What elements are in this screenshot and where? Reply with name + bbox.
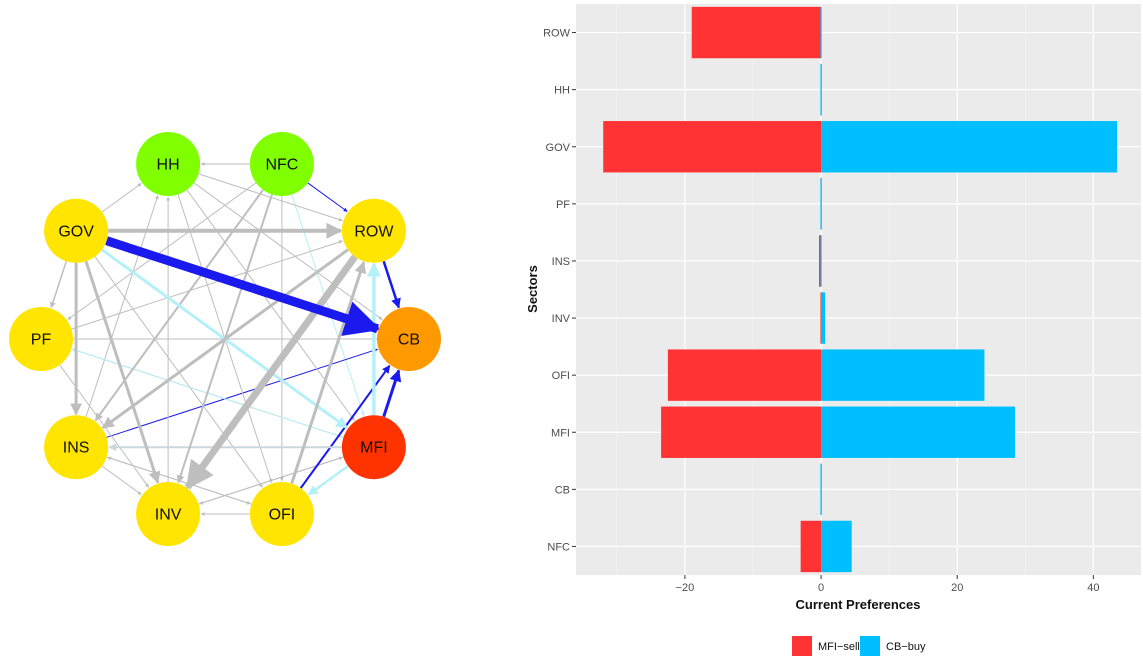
node-ins: INS <box>44 415 109 480</box>
node-label: OFI <box>269 507 296 524</box>
bar-cb-buy-hh <box>820 63 822 116</box>
bar-cb-buy-pf <box>820 178 822 230</box>
x-axis-ticks: −20 0 20 40 <box>676 575 1099 594</box>
legend-item: MFI−sell <box>792 636 860 656</box>
node-nfc: NFC <box>249 132 314 196</box>
node-circle <box>9 307 73 371</box>
y-tick-label: CB <box>555 484 570 496</box>
node-circle <box>136 132 201 196</box>
bar-mfi-sell-ofi <box>667 349 822 401</box>
node-row: ROW <box>341 198 406 263</box>
bar-cb-buy-ofi <box>821 349 985 401</box>
node-gov: GOV <box>44 198 109 263</box>
node-ofi: OFI <box>249 482 314 546</box>
bar-cb-buy-nfc <box>821 520 852 573</box>
bar-cb-buy-ins <box>820 235 822 287</box>
chart-bars <box>603 6 1118 573</box>
bar-mfi-sell-mfi <box>661 406 822 458</box>
node-circle <box>377 307 441 371</box>
bar-mfi-sell-ins <box>819 235 822 287</box>
legend-swatch <box>860 636 880 656</box>
legend-label: MFI−sell <box>818 641 860 653</box>
x-tick-label: 0 <box>818 582 824 594</box>
y-tick-label: INS <box>552 256 570 268</box>
bar-mfi-sell-nfc <box>800 520 822 573</box>
node-circle <box>44 415 109 480</box>
node-label: INV <box>155 507 182 524</box>
edge-mfi-cb <box>382 369 402 418</box>
node-cb: CB <box>377 307 441 371</box>
node-circle <box>341 198 406 263</box>
bar-cb-buy-gov <box>821 121 1118 173</box>
node-label: PF <box>31 332 52 349</box>
x-tick-label: 20 <box>951 582 963 594</box>
edge-gov-cb <box>105 236 382 336</box>
legend-label: CB−buy <box>886 641 926 653</box>
node-label: GOV <box>58 223 94 240</box>
node-circle <box>136 482 201 546</box>
node-circle <box>249 132 314 196</box>
edge-gov-pf <box>50 261 68 309</box>
y-tick-label: ROW <box>543 28 571 40</box>
node-inv: INV <box>136 482 201 546</box>
edge-gov-hh <box>101 182 142 213</box>
node-label: MFI <box>360 440 388 457</box>
y-axis-ticks: NFC CB MFI OFI INV INS PF GOV HH ROW <box>543 28 576 553</box>
network-nodes: HH NFC ROW CB MFI OFI INV INS PF GOV <box>9 132 441 546</box>
bar-chart: NFC CB MFI OFI INV INS PF GOV HH ROW −20 0 20 40 Cur… <box>525 4 1141 656</box>
y-tick-label: HH <box>554 85 570 97</box>
bar-mfi-sell-row <box>691 6 822 59</box>
node-label: NFC <box>265 157 298 174</box>
bar-cb-buy-row <box>820 6 822 59</box>
edge-ins-inv <box>101 465 142 496</box>
plot-panel <box>576 4 1141 575</box>
legend-swatch <box>792 636 812 656</box>
node-hh: HH <box>136 132 201 196</box>
edge-mfi-ofi <box>307 464 349 496</box>
node-circle <box>249 482 314 546</box>
y-tick-label: PF <box>556 199 570 211</box>
network-graph: HH NFC ROW CB MFI OFI INV INS PF GOV <box>9 132 441 546</box>
node-label: ROW <box>354 223 394 240</box>
bar-cb-buy-cb <box>820 463 822 516</box>
chart-legend: MFI−sell CB−buy <box>792 636 926 656</box>
edge-ins-cb <box>106 348 378 438</box>
y-axis-title: Sectors <box>525 265 540 313</box>
y-tick-label: INV <box>552 313 571 325</box>
node-label: CB <box>398 332 420 349</box>
bar-cb-buy-inv <box>821 292 826 344</box>
y-tick-label: MFI <box>551 427 570 439</box>
network-edges <box>50 162 402 516</box>
bar-mfi-sell-gov <box>603 121 822 173</box>
bar-cb-buy-mfi <box>821 406 1016 458</box>
legend-item: CB−buy <box>860 636 926 656</box>
edge-nfc-row <box>307 182 348 212</box>
edge-row-inv <box>184 254 358 490</box>
y-tick-label: NFC <box>547 541 570 553</box>
edge-ofi-row <box>290 261 367 485</box>
x-tick-label: −20 <box>676 582 695 594</box>
edge-row-ins <box>101 248 349 430</box>
edge-gov-inv <box>84 260 161 484</box>
node-label: INS <box>63 440 90 457</box>
node-circle <box>44 198 109 263</box>
y-tick-label: GOV <box>546 142 571 154</box>
node-pf: PF <box>9 307 73 371</box>
node-label: HH <box>157 157 180 174</box>
y-tick-label: OFI <box>552 370 570 382</box>
node-mfi: MFI <box>341 415 406 480</box>
x-tick-label: 40 <box>1087 582 1099 594</box>
x-axis-title: Current Preferences <box>796 597 921 612</box>
node-circle <box>341 415 406 480</box>
edge-row-cb <box>382 260 401 309</box>
